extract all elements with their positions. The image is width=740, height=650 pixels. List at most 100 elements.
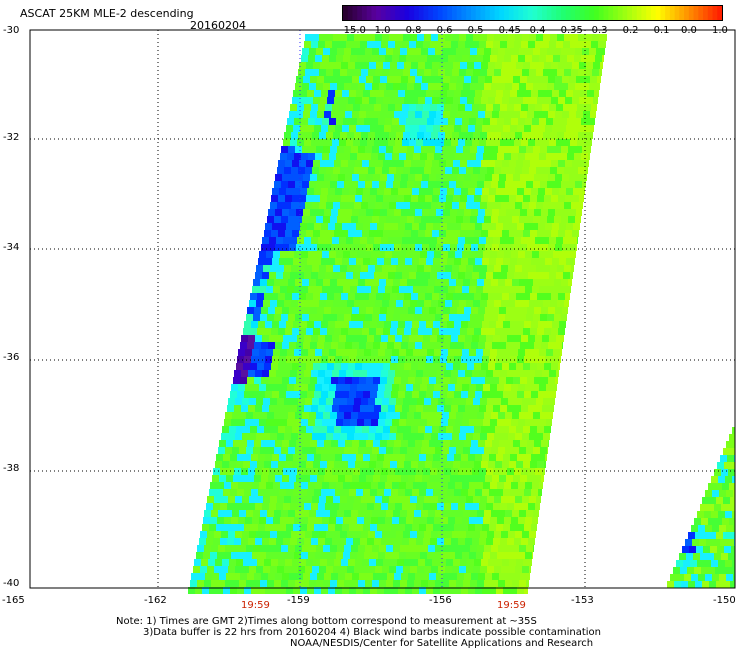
swath-cell [692, 539, 699, 546]
swath-cell [320, 293, 327, 300]
swath-cell [554, 314, 561, 321]
swath-cell [420, 552, 427, 559]
swath-cell [503, 223, 510, 230]
swath-cell [722, 567, 729, 574]
swath-cell [338, 307, 345, 314]
swath-cell [271, 293, 278, 300]
swath-cell [268, 244, 275, 251]
swath-cell [243, 426, 250, 433]
swath-cell [241, 405, 248, 412]
swath-cell [306, 328, 313, 335]
swath-cell [551, 97, 558, 104]
swath-cell [592, 34, 599, 41]
swath-cell [449, 146, 456, 153]
swath-cell [191, 573, 198, 580]
swath-cell [537, 160, 544, 167]
swath-cell [465, 335, 472, 342]
swath-cell [332, 503, 339, 510]
lat-label: -30 [3, 25, 20, 36]
swath-cell [329, 517, 336, 524]
swath-cell [284, 566, 291, 573]
swath-cell [686, 553, 693, 560]
swath-cell [528, 370, 535, 377]
swath-cell [343, 419, 350, 426]
swath-cell [478, 209, 485, 216]
swath-cell [253, 510, 260, 517]
swath-cell [500, 139, 507, 146]
swath-cell [562, 209, 569, 216]
swath-cell [465, 503, 472, 510]
swath-cell [366, 475, 373, 482]
swath-cell [318, 237, 325, 244]
swath-cell [418, 293, 425, 300]
swath-cell [382, 202, 389, 209]
swath-cell [333, 167, 340, 174]
colorbar-segment [608, 6, 614, 20]
swath-cell [444, 370, 451, 377]
swath-cell [261, 244, 268, 251]
swath-cell [523, 62, 530, 69]
swath-cell [444, 41, 451, 48]
swath-cell [442, 48, 449, 55]
swath-cell [451, 503, 458, 510]
swath-cell [489, 524, 496, 531]
swath-cell [336, 55, 343, 62]
swath-cell [403, 531, 410, 538]
swath-cell [365, 146, 372, 153]
swath-cell [382, 34, 389, 41]
swath-cell [311, 272, 318, 279]
swath-cell [435, 510, 442, 517]
swath-cell [445, 496, 452, 503]
swath-cell [410, 202, 417, 209]
swath-cell [273, 552, 280, 559]
swath-cell [518, 517, 525, 524]
swath-cell [407, 580, 414, 587]
swath-cell [600, 62, 603, 69]
swath-cell [312, 496, 319, 503]
swath-cell [558, 328, 565, 335]
swath-cell [542, 335, 549, 342]
swath-cell [486, 370, 493, 377]
swath-cell [439, 97, 446, 104]
swath-cell [302, 146, 309, 153]
swath-cell [578, 69, 585, 76]
swath-cell [244, 391, 251, 398]
swath-cell [349, 524, 356, 531]
swath-cell [289, 440, 296, 447]
swath-cell [462, 349, 469, 356]
swath-cell [368, 202, 375, 209]
swath-cell [278, 230, 285, 237]
swath-cell [211, 510, 218, 517]
swath-cell [312, 69, 319, 76]
swath-cell [322, 419, 329, 426]
swath-cell [493, 405, 500, 412]
swath-cell [365, 545, 372, 552]
swath-cell [476, 153, 483, 160]
swath-cell [313, 328, 320, 335]
swath-cell [290, 139, 297, 146]
swath-cell [442, 545, 449, 552]
swath-cell [298, 398, 305, 405]
swath-cell [474, 461, 481, 468]
swath-cell [369, 461, 376, 468]
swath-cell [384, 258, 391, 265]
swath-cell [288, 447, 295, 454]
swath-cell [249, 398, 256, 405]
swath-cell [332, 41, 339, 48]
swath-cell [238, 482, 245, 489]
swath-cell [458, 139, 465, 146]
swath-cell [442, 510, 449, 517]
swath-cell [350, 251, 357, 258]
swath-cell [367, 335, 374, 342]
swath-cell [333, 202, 340, 209]
swath-cell [316, 412, 323, 419]
swath-cell [239, 580, 246, 587]
swath-cell [567, 251, 574, 258]
swath-cell [464, 342, 471, 349]
swath-cell [456, 216, 463, 223]
swath-cell [715, 567, 722, 574]
swath-cell [516, 328, 523, 335]
swath-cell [327, 426, 334, 433]
swath-cell [213, 503, 220, 510]
swath-cell [218, 580, 225, 587]
